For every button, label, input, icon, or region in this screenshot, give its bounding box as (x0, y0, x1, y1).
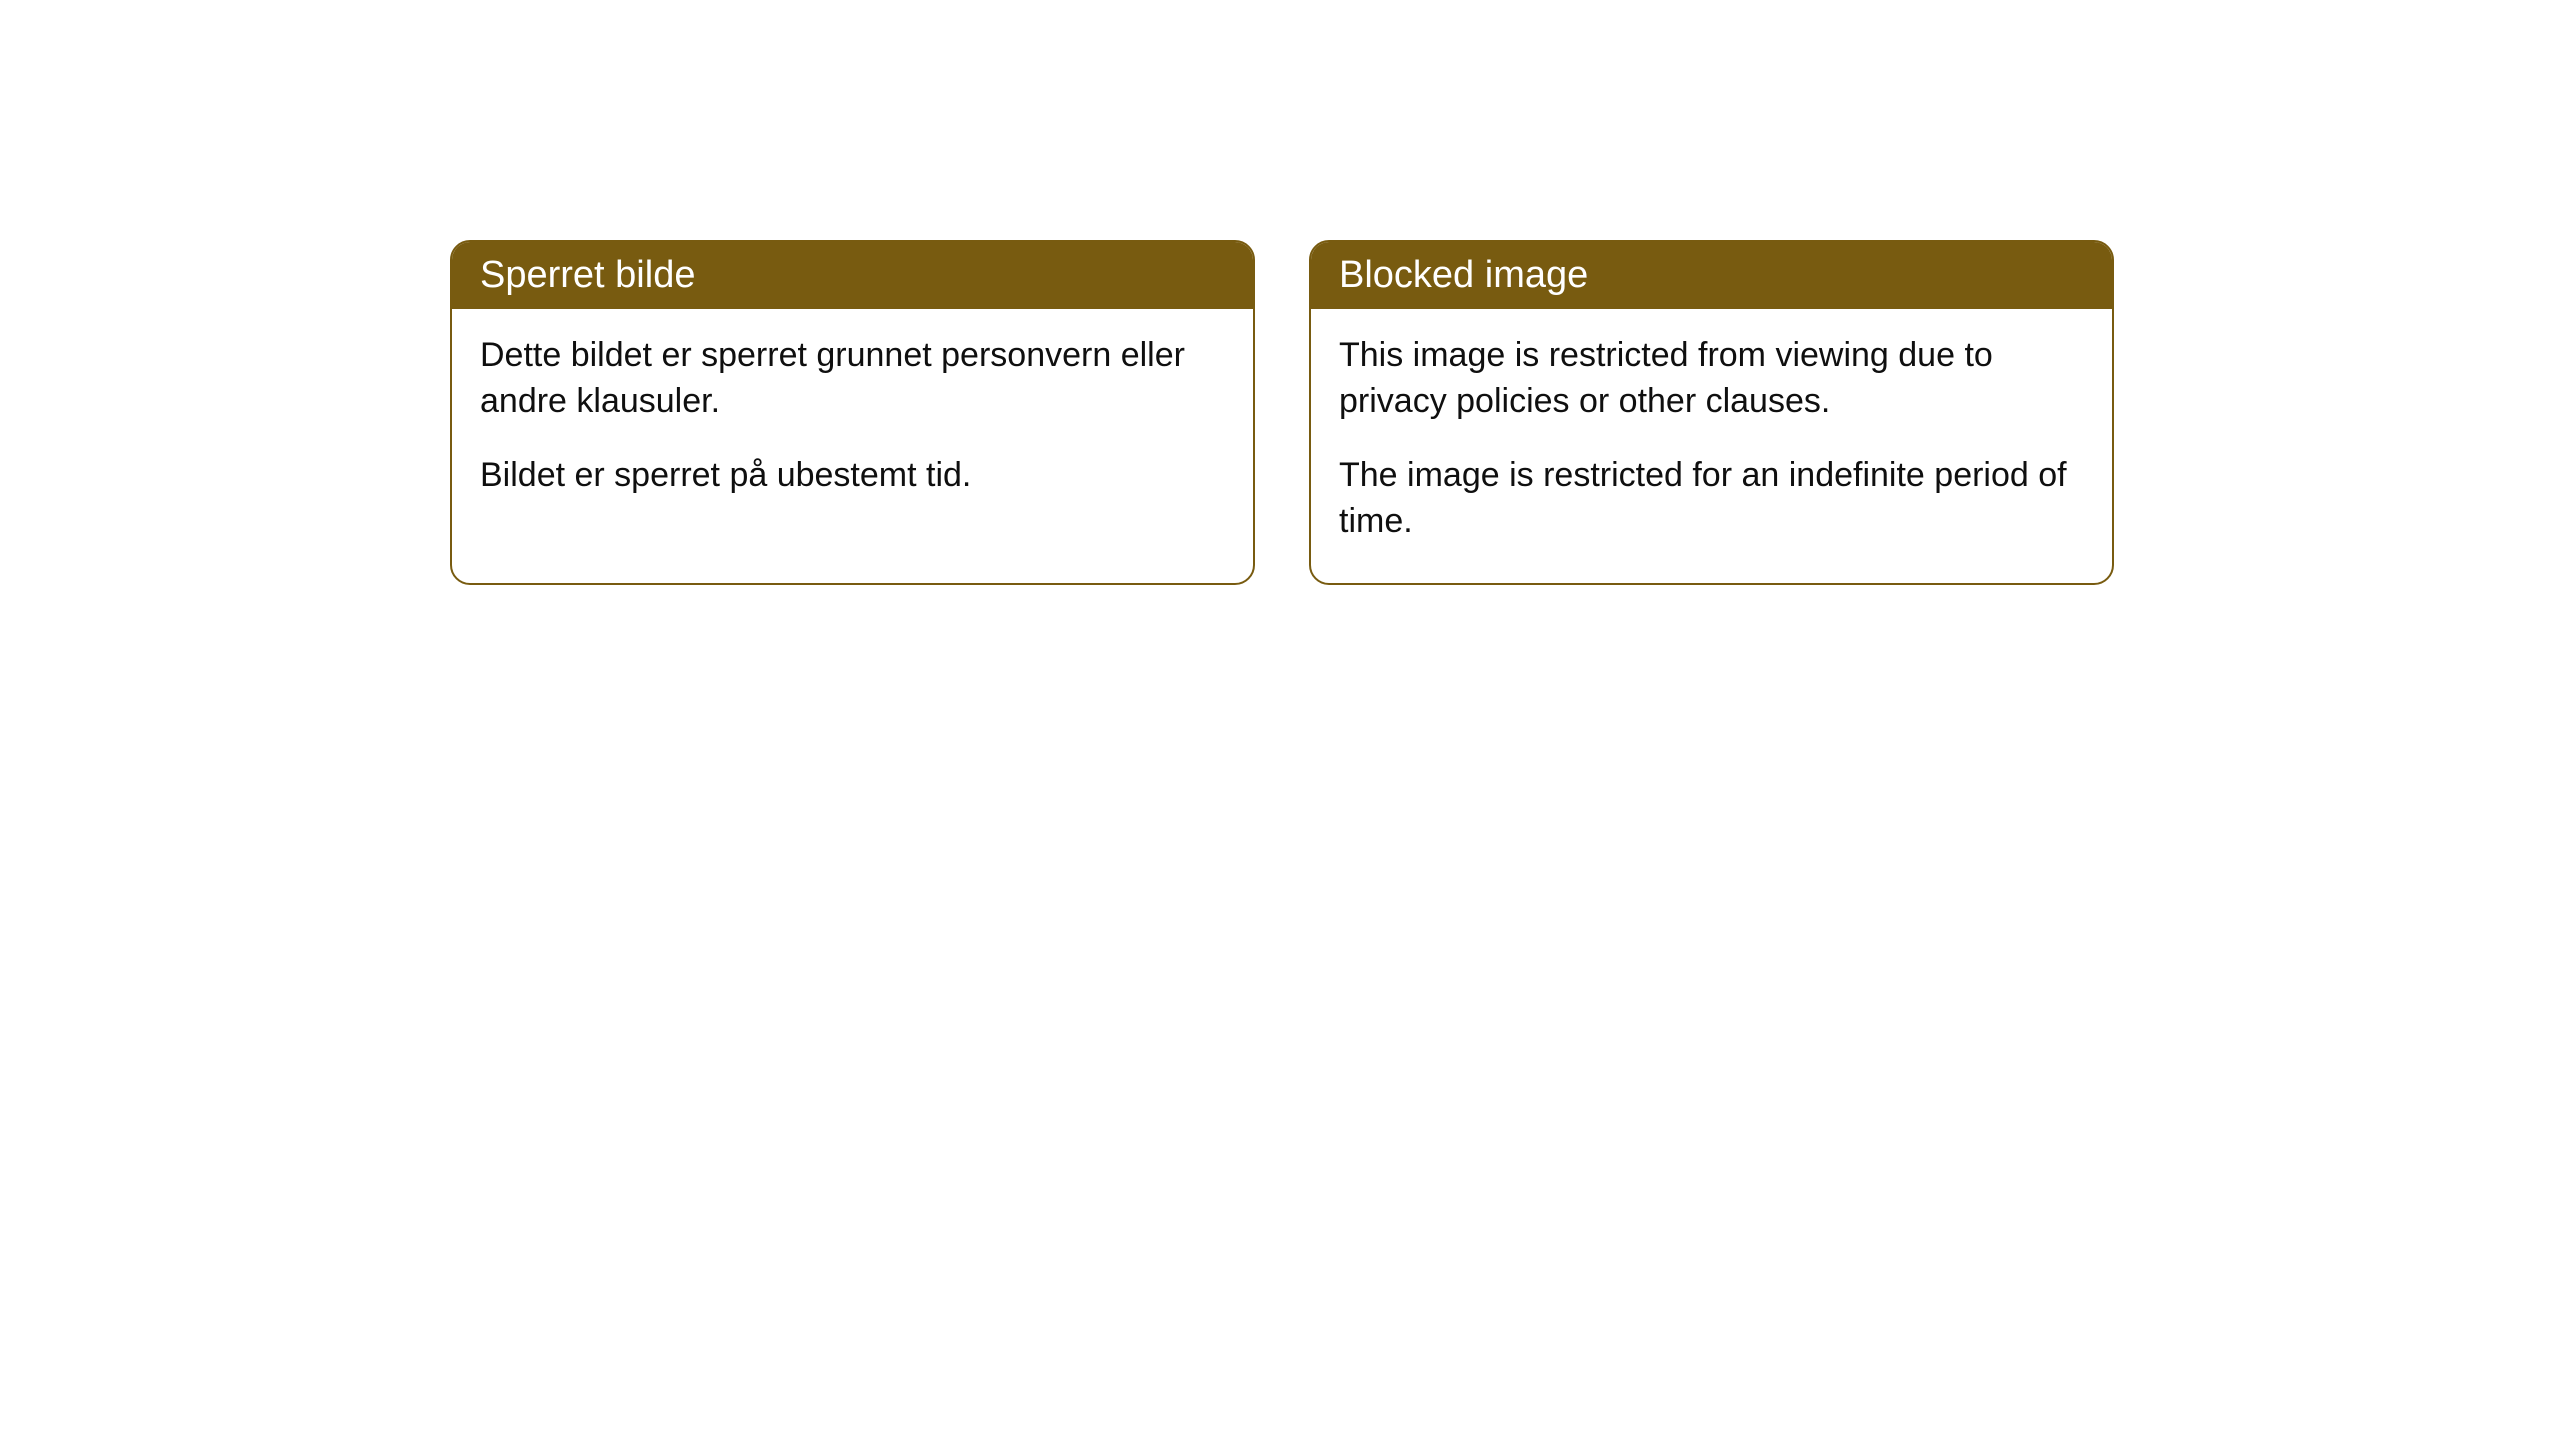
card-paragraph: The image is restricted for an indefinit… (1339, 453, 2084, 545)
blocked-image-card-norwegian: Sperret bilde Dette bildet er sperret gr… (450, 240, 1255, 585)
notice-cards-container: Sperret bilde Dette bildet er sperret gr… (450, 240, 2114, 585)
card-header: Sperret bilde (452, 242, 1253, 309)
card-body: This image is restricted from viewing du… (1311, 309, 2112, 583)
card-body: Dette bildet er sperret grunnet personve… (452, 309, 1253, 537)
card-title: Sperret bilde (480, 254, 695, 296)
card-paragraph: Bildet er sperret på ubestemt tid. (480, 453, 1225, 499)
card-paragraph: Dette bildet er sperret grunnet personve… (480, 333, 1225, 425)
card-paragraph: This image is restricted from viewing du… (1339, 333, 2084, 425)
blocked-image-card-english: Blocked image This image is restricted f… (1309, 240, 2114, 585)
card-title: Blocked image (1339, 254, 1588, 296)
card-header: Blocked image (1311, 242, 2112, 309)
